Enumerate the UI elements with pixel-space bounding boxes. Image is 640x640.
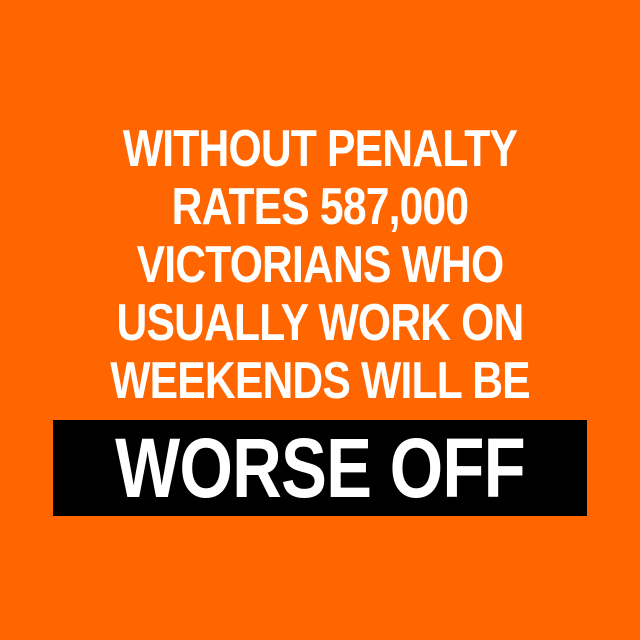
headline-line-5: WEEKENDS WILL BE <box>110 352 530 410</box>
headline: WITHOUT PENALTY RATES 587,000 VICTORIANS… <box>58 120 583 410</box>
headline-line-2: RATES 587,000 <box>171 178 469 236</box>
worse-off-banner: WORSE OFF <box>53 420 587 516</box>
headline-line-3: VICTORIANS WHO <box>136 236 505 294</box>
banner-text: WORSE OFF <box>115 421 526 515</box>
headline-line-4: USUALLY WORK ON <box>116 294 524 352</box>
headline-line-1: WITHOUT PENALTY <box>122 120 518 178</box>
